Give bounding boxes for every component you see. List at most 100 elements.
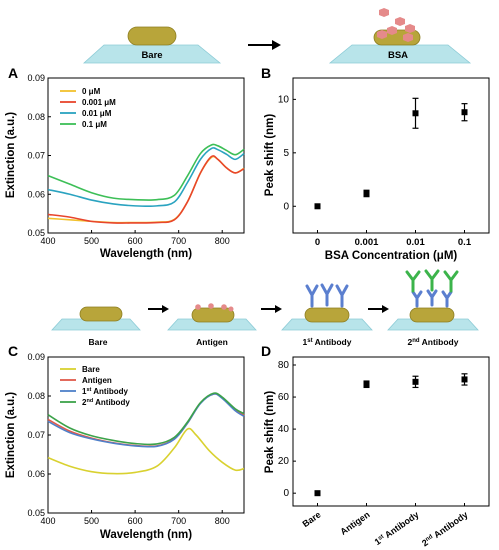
ylabel-b: Peak shift (nm) [264,114,276,197]
x-tick-label: 0.001 [355,237,379,248]
legend-label-0: 0 μM [82,87,101,96]
panel-b: B 0 5 10 0 0.001 0.01 0.1 BSA Concentration (μ… [261,65,490,262]
legend-label-1: 0.001 μM [82,98,116,107]
y-tick-label: 0.06 [27,469,45,479]
y-tick-label: 0.06 [27,189,45,199]
panel-a: A 400 500 600 700 800 0.05 0.06 0.07 0.08 0.09 0 … [5,65,245,260]
series-line-1 [47,155,245,224]
plot-frame-d [292,356,490,507]
legend-a: 0 μM 0.001 μM 0.01 μM 0.1 μM [60,87,116,129]
y-tick-label: 0 [283,201,289,212]
panel-letter-a: A [8,65,18,81]
stage-label-antibody1: 1st Antibody [303,337,352,347]
x-tick-label: Antigen [338,509,371,536]
y-tick-label: 0.05 [27,508,45,518]
panel-letter-d: D [261,343,271,359]
substrate-bsa [328,44,472,64]
schematic-bottom: Bare Antigen 1st Antibody 2nd Antibody [51,269,479,347]
gold-nanorod-stage-antigen [191,307,235,323]
series-line-2 [47,393,245,448]
y-tick-label: 0.07 [27,151,45,161]
data-point [461,109,468,116]
x-tick-label: 0.1 [458,237,472,248]
y-tick-label: 5 [283,148,289,159]
panel-letter-c: C [8,343,18,359]
arrow-3-head [382,305,389,313]
antibody1-molecules [305,283,349,308]
x-tick-label: 600 [128,516,143,526]
axis-ticks-a: 400 500 600 700 800 0.05 0.06 0.07 0.08 0.09 [27,73,229,246]
legend-label-2: 1st Antibody [82,387,128,396]
gold-nanorod-bare [127,26,177,46]
antibody2-molecules [405,269,459,293]
x-tick-label: 700 [171,516,186,526]
bsa-molecules [377,8,415,42]
gold-nanorod-stage-antibody1 [304,307,350,323]
antibody1-molecules-stage4 [411,289,453,308]
y-tick-label: 40 [278,424,290,435]
arrow-top-head [272,40,281,50]
y-tick-label: 0.09 [27,73,45,83]
xlabel-c: Wavelength (nm) [100,529,192,541]
y-tick-label: 0.08 [27,391,45,401]
panel-c: C 400 500 600 700 800 0.05 0.06 0.07 0.08 0.09 Ba… [5,343,245,541]
data-point [314,203,321,210]
data-point [461,376,468,383]
x-tick-label: 0 [315,237,320,248]
stage-label-antigen: Antigen [196,337,228,347]
y-tick-label: 20 [278,456,290,467]
plot-frame-a [47,77,245,234]
legend-label-0: Bare [82,365,100,374]
schematic-top: Bare BSA [82,8,472,64]
legend-label-2: 0.01 μM [82,109,112,118]
data-point [363,190,370,197]
legend-label-3: 0.1 μM [82,120,107,129]
y-tick-label: 0.07 [27,430,45,440]
bsa-label: BSA [388,50,408,61]
series-line-2 [47,147,245,208]
data-point [412,110,419,117]
x-tick-label: 500 [84,516,99,526]
x-tick-label: 0.01 [406,237,425,248]
y-tick-label: 10 [278,94,290,105]
panel-letter-b: B [261,65,271,81]
axis-ticks-b: 0 5 10 0 0.001 0.01 0.1 [278,94,472,248]
legend-label-3: 2nd Antibody [82,398,130,407]
ylabel-c: Extinction (a.u.) [5,392,17,478]
ylabel-a: Extinction (a.u.) [5,112,17,198]
gold-nanorod-stage-bare [79,306,123,322]
series-lines-a [47,143,245,224]
y-tick-label: 80 [278,360,290,371]
gold-nanorod-stage-antibody2 [409,307,455,323]
y-tick-label: 60 [278,392,290,403]
x-tick-label: 600 [128,236,143,246]
data-points-b [314,97,468,210]
legend-label-1: Antigen [82,376,112,385]
x-tick-label: 1st Antibody [373,509,421,547]
data-point [412,378,419,385]
ylabel-d: Peak shift (nm) [264,391,276,474]
x-tick-label: 800 [215,236,230,246]
x-tick-label: 700 [171,236,186,246]
series-line-0 [47,155,245,224]
y-tick-label: 0 [283,488,289,499]
series-line-1 [47,393,245,448]
plot-frame-b [292,77,490,234]
xlabel-a: Wavelength (nm) [100,248,192,260]
stage-label-antibody2: 2nd Antibody [408,337,459,347]
bare-label: Bare [141,50,162,61]
legend-c: Bare Antigen 1st Antibody 2nd Antibody [60,365,130,407]
series-lines-c [47,392,245,475]
antigen-molecules [195,303,234,312]
x-tick-label: 800 [215,516,230,526]
xlabel-b: BSA Concentration (μM) [325,250,458,262]
arrow-1-head [162,305,169,313]
x-tick-label: 400 [40,236,55,246]
x-tick-label: 500 [84,236,99,246]
data-point [363,381,370,388]
axis-ticks-c: 400 500 600 700 800 0.05 0.06 0.07 0.08 0.09 [27,352,229,526]
x-tick-label: 400 [40,516,55,526]
